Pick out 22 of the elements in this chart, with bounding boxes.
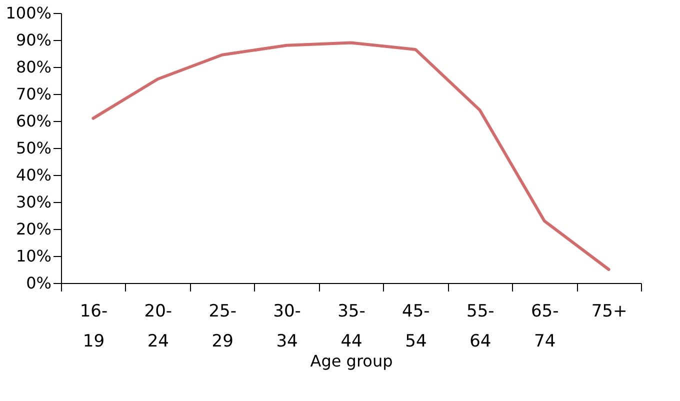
x-tick-label: 45-54 (402, 302, 430, 352)
x-tick-label: 65-74 (530, 302, 559, 352)
x-tick-label: 30-34 (273, 302, 301, 352)
y-tick-label: 90% (16, 30, 52, 50)
x-tick-label: 16-19 (80, 302, 108, 352)
x-tick-label: 75+ (591, 302, 628, 322)
y-tick-label: 60% (16, 112, 52, 130)
y-tick-label: 40% (16, 166, 52, 184)
x-axis-title: Age group (310, 352, 393, 370)
y-tick-label: 80% (16, 58, 52, 76)
y-tick-label: 0% (26, 274, 52, 292)
y-tick-label: 50% (16, 138, 52, 158)
y-tick-label: 70% (16, 84, 52, 104)
x-tick-label: 25-29 (208, 302, 236, 352)
line-series (92, 41, 610, 271)
x-tick-label: 20-24 (144, 302, 172, 352)
y-tick-label: 30% (16, 192, 52, 212)
y-tick-label: 100% (6, 4, 52, 22)
y-tick-label: 20% (16, 220, 52, 238)
y-tick-label: 10% (16, 246, 52, 266)
x-tick-label: 55-64 (466, 302, 494, 352)
x-tick-label: 35-44 (338, 302, 366, 352)
